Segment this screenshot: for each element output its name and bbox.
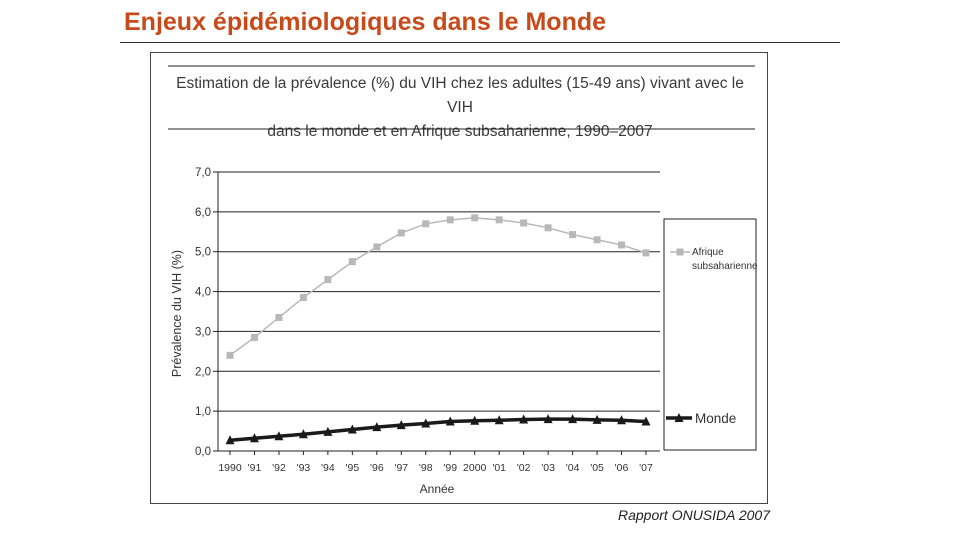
legend-box xyxy=(663,218,757,451)
data-point-afrique xyxy=(373,243,381,251)
y-tick-label: 0,0 xyxy=(195,446,211,458)
data-point-afrique xyxy=(495,216,503,224)
data-point-monde xyxy=(372,422,382,432)
source-citation: Rapport ONUSIDA 2007 xyxy=(618,507,770,523)
x-tick-label: '01 xyxy=(492,462,506,474)
data-point-monde xyxy=(592,414,602,424)
data-point-afrique xyxy=(275,313,283,321)
data-point-monde xyxy=(323,426,333,436)
data-point-afrique xyxy=(618,241,626,249)
x-tick-label: '96 xyxy=(370,462,384,474)
legend-marker-afrique xyxy=(676,248,684,256)
data-point-monde xyxy=(225,435,235,445)
y-tick-label: 7,0 xyxy=(195,167,211,179)
data-point-monde xyxy=(274,431,284,441)
data-point-monde xyxy=(568,414,578,424)
y-tick-label: 4,0 xyxy=(195,287,211,299)
data-point-monde xyxy=(519,414,529,424)
data-point-afrique xyxy=(446,216,454,224)
x-tick-label: '92 xyxy=(272,462,286,474)
y-axis-title: Prévalence du VIH (%) xyxy=(170,250,184,377)
x-tick-label: '91 xyxy=(248,462,262,474)
x-tick-label: '03 xyxy=(541,462,555,474)
data-point-afrique xyxy=(569,231,577,239)
data-point-monde xyxy=(617,415,627,425)
series-line-afrique xyxy=(229,217,647,356)
data-point-afrique xyxy=(520,219,528,227)
y-tick-label: 2,0 xyxy=(195,366,211,378)
y-tick-label: 1,0 xyxy=(195,406,211,418)
data-point-afrique xyxy=(299,294,307,302)
data-point-monde xyxy=(396,420,406,430)
figure-frame xyxy=(150,52,768,504)
legend-label-afrique: subsaharienne xyxy=(692,261,758,272)
y-tick-label: 5,0 xyxy=(195,247,211,259)
x-tick-label: '07 xyxy=(639,462,653,474)
data-point-monde xyxy=(543,414,553,424)
data-point-monde xyxy=(347,424,357,434)
x-tick-label: '04 xyxy=(566,462,580,474)
data-point-afrique xyxy=(397,229,405,237)
chart-title-line-1: Estimation de la prévalence (%) du VIH c… xyxy=(176,75,744,116)
data-point-monde xyxy=(249,433,259,443)
title-divider xyxy=(120,42,840,43)
legend-label-monde: Monde xyxy=(695,411,736,426)
x-tick-label: '98 xyxy=(419,462,433,474)
data-point-monde xyxy=(421,418,431,428)
data-point-afrique xyxy=(324,276,332,284)
series-line-monde xyxy=(229,417,647,442)
data-point-monde xyxy=(298,429,308,439)
slide-title: Enjeux épidémiologiques dans le Monde xyxy=(124,8,607,36)
x-tick-label: '05 xyxy=(590,462,604,474)
x-tick-label: '94 xyxy=(321,462,335,474)
x-tick-label: '93 xyxy=(297,462,311,474)
legend-marker-monde xyxy=(674,413,684,422)
data-point-afrique xyxy=(250,333,258,341)
x-axis-title: Année xyxy=(420,482,455,496)
x-tick-label: 1990 xyxy=(218,462,242,474)
y-tick-label: 3,0 xyxy=(195,326,211,338)
data-point-afrique xyxy=(544,224,552,232)
data-point-afrique xyxy=(226,351,234,359)
data-point-monde xyxy=(445,416,455,426)
data-point-afrique xyxy=(348,258,356,266)
y-tick-label: 6,0 xyxy=(195,207,211,219)
data-point-monde xyxy=(470,415,480,425)
x-tick-label: '97 xyxy=(394,462,408,474)
data-point-monde xyxy=(494,415,504,425)
data-point-afrique xyxy=(642,249,650,257)
x-tick-label: '95 xyxy=(346,462,360,474)
data-point-afrique xyxy=(422,220,430,228)
chart-title-line-2: dans le monde et en Afrique subsaharienn… xyxy=(267,123,653,140)
chart-title: Estimation de la prévalence (%) du VIH c… xyxy=(165,72,755,144)
x-tick-label: '99 xyxy=(443,462,457,474)
legend-label-afrique: Afrique xyxy=(692,247,724,258)
x-tick-label: '02 xyxy=(517,462,531,474)
data-point-monde xyxy=(641,416,651,426)
x-tick-label: 2000 xyxy=(463,462,487,474)
data-point-afrique xyxy=(593,236,601,244)
data-point-afrique xyxy=(471,214,479,222)
x-tick-label: '06 xyxy=(615,462,629,474)
